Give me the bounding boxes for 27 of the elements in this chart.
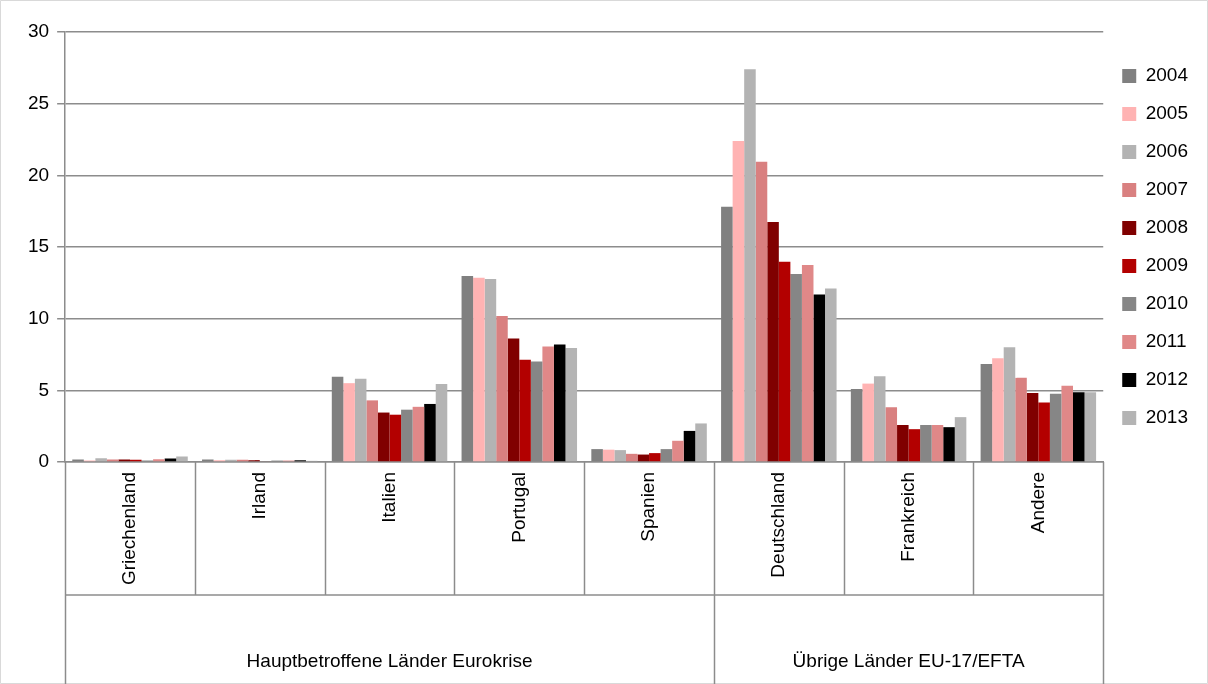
x-tick-label: Griechenland [118, 472, 140, 586]
legend-label: 2010 [1145, 292, 1189, 314]
y-tick-label: 0 [38, 450, 50, 472]
legend-label: 2008 [1145, 216, 1189, 238]
x-tick-label: Irland [248, 472, 270, 520]
legend-label: 2004 [1145, 64, 1189, 86]
x-tick-label: Deutschland [767, 472, 789, 578]
legend-label: 2007 [1145, 178, 1189, 200]
x-tick-label: Spanien [637, 472, 659, 542]
legend-label: 2005 [1145, 102, 1189, 124]
y-tick-label: 5 [38, 378, 50, 400]
legend-label: 2012 [1145, 368, 1189, 390]
legend-label: 2009 [1145, 254, 1189, 276]
x-tick-label: Italien [377, 472, 399, 523]
x-tick-label: Portugal [507, 472, 529, 543]
x-tick-label: Frankreich [896, 472, 918, 562]
text: Übrige Länder EU-17/EFTA [792, 650, 1025, 672]
y-tick-label: 30 [27, 20, 50, 42]
legend-label: 2011 [1145, 330, 1187, 352]
legend-label: 2006 [1145, 140, 1189, 162]
x-tick-label: Andere [1026, 472, 1048, 534]
y-tick-label: 15 [27, 235, 50, 257]
y-tick-label: 25 [27, 91, 50, 113]
legend-label: 2013 [1145, 406, 1189, 428]
y-tick-label: 10 [27, 306, 50, 328]
y-tick-label: 20 [27, 163, 50, 185]
text: Hauptbetroffene Länder Eurokrise [246, 650, 533, 672]
